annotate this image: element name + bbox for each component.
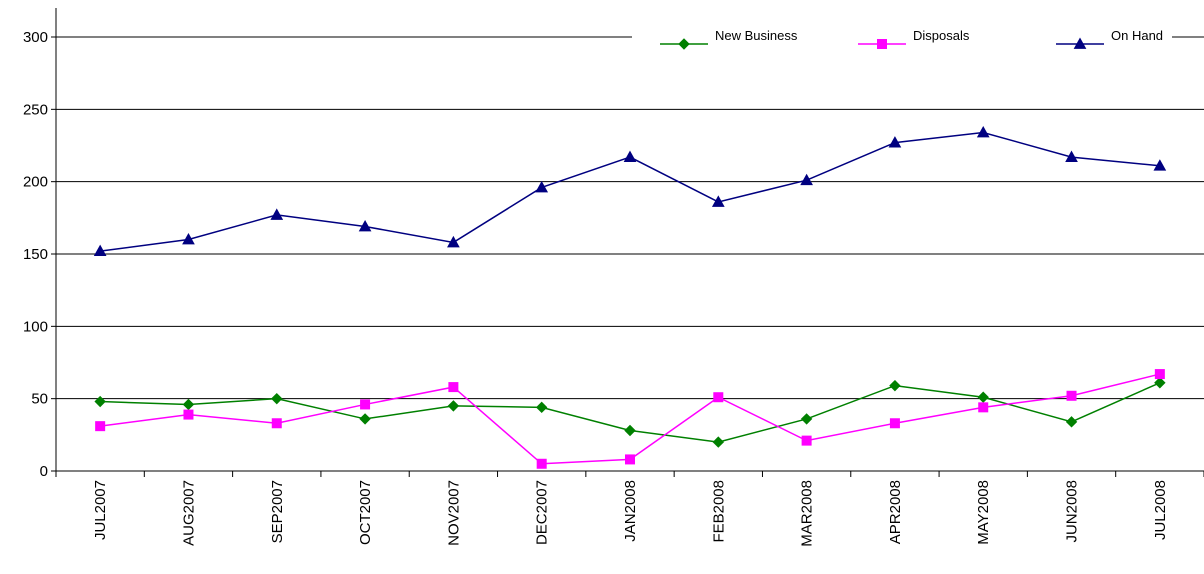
data-point-new-business: [624, 424, 636, 437]
data-point-on-hand: [535, 180, 549, 193]
data-point-on-hand: [888, 136, 902, 148]
y-tick-label: 100: [23, 318, 48, 335]
gridlines: [56, 36, 1204, 400]
data-point-on-hand: [711, 195, 725, 207]
data-point-disposals: [1154, 369, 1165, 380]
data-point-on-hand: [1065, 150, 1078, 162]
data-point-on-hand: [358, 219, 372, 232]
x-tick-label: OCT2007: [357, 480, 374, 545]
data-point-new-business: [359, 413, 371, 425]
series-lines: [93, 125, 1167, 469]
data-point-new-business: [271, 392, 283, 405]
legend-label-disposals: Disposals: [913, 28, 970, 43]
x-tick-label: NOV2007: [445, 480, 462, 546]
y-axis-ticks: 0 50 100 150 200 250 300: [23, 29, 56, 480]
legend-marker-disposals: [877, 39, 887, 49]
data-point-disposals: [360, 399, 371, 410]
x-tick-label: JUN2008: [1064, 480, 1081, 543]
data-point-new-business: [535, 401, 548, 414]
data-point-new-business: [712, 436, 725, 448]
y-tick-label: 200: [23, 174, 48, 191]
data-point-disposals: [889, 418, 900, 429]
x-tick-label: DEC2007: [534, 480, 551, 545]
legend-label-new-business: New Business: [715, 28, 798, 43]
data-point-disposals: [1066, 390, 1077, 401]
x-axis-ticks: JUL2007 AUG2007 SEP2007 OCT2007 NOV2007 DEC20…: [55, 471, 1204, 547]
axes: [55, 8, 1204, 472]
legend: New Business Disposals On Hand: [632, 22, 1172, 52]
legend-label-on-hand: On Hand: [1111, 28, 1163, 43]
data-point-disposals: [625, 454, 635, 465]
data-point-on-hand: [447, 235, 460, 248]
x-tick-label: SEP2007: [269, 480, 286, 543]
data-point-on-hand: [270, 208, 284, 220]
data-point-new-business: [182, 398, 195, 411]
x-tick-label: FEB2008: [710, 480, 727, 543]
data-point-on-hand: [1153, 159, 1167, 171]
series-line-disposals: [100, 373, 1161, 465]
data-point-disposals: [978, 402, 989, 413]
data-point-new-business: [800, 413, 813, 425]
x-tick-label: JUL2007: [92, 480, 109, 540]
data-point-disposals: [536, 458, 547, 469]
x-tick-label: AUG2007: [180, 480, 197, 546]
data-point-new-business: [889, 379, 901, 392]
data-point-on-hand: [800, 173, 813, 186]
x-tick-label: JUL2008: [1152, 480, 1169, 540]
legend-background: [632, 22, 1172, 52]
legend-marker-new-business: [678, 38, 690, 50]
data-point-new-business: [1154, 377, 1166, 389]
data-point-disposals: [448, 382, 459, 393]
y-tick-label: 0: [40, 463, 48, 480]
x-tick-label: JAN2008: [622, 480, 639, 542]
data-point-disposals: [271, 418, 282, 429]
x-tick-label: APR2008: [887, 480, 904, 544]
y-tick-label: 150: [23, 246, 48, 263]
data-point-disposals: [183, 409, 194, 420]
data-point-on-hand: [182, 233, 195, 245]
data-point-on-hand: [623, 150, 637, 162]
y-tick-label: 250: [23, 101, 48, 118]
y-tick-label: 50: [31, 391, 48, 408]
data-point-new-business: [94, 395, 106, 408]
data-point-disposals: [801, 435, 812, 446]
data-point-on-hand: [93, 244, 107, 257]
y-tick-label: 300: [23, 29, 48, 46]
data-point-disposals: [95, 421, 106, 432]
legend-marker-on-hand: [1073, 37, 1087, 49]
x-tick-label: MAY2008: [975, 480, 992, 545]
data-point-on-hand: [976, 125, 990, 138]
x-tick-label: MAR2008: [799, 480, 816, 547]
data-point-new-business: [447, 400, 460, 412]
data-point-new-business: [1065, 416, 1078, 428]
data-point-new-business: [977, 391, 989, 403]
data-point-disposals: [713, 392, 724, 403]
series-line-on-hand: [100, 131, 1160, 252]
